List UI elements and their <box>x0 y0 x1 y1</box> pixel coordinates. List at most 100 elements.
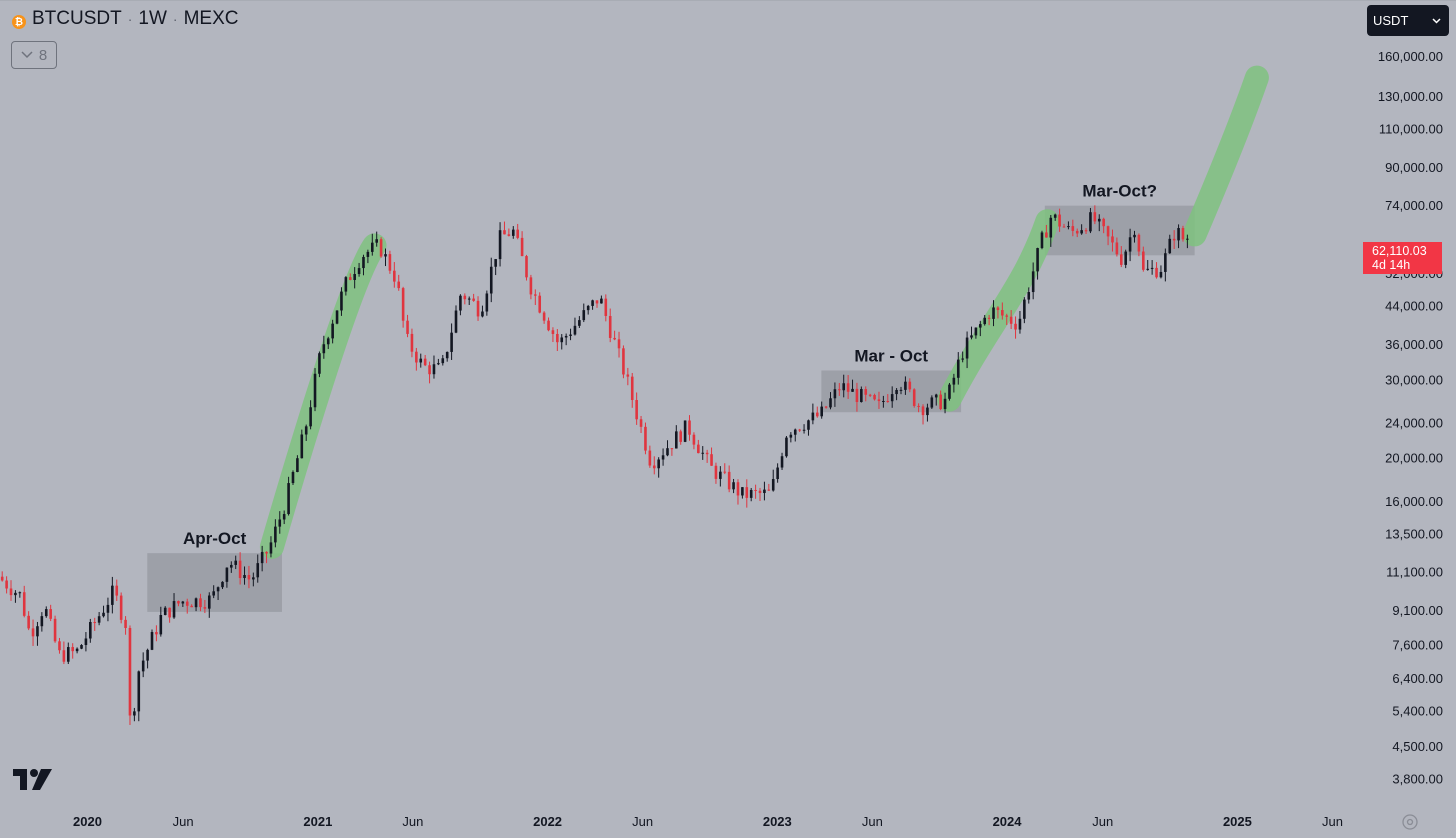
candle-down <box>697 444 700 454</box>
candle-up <box>979 324 982 328</box>
candle-up <box>291 471 295 484</box>
candle-up <box>36 626 39 637</box>
candle-up <box>926 407 929 416</box>
x-axis-label: Jun <box>862 814 883 829</box>
candle-down <box>556 333 559 343</box>
candle-down <box>203 607 207 609</box>
last-price-value: 62,110.03 <box>1372 244 1427 258</box>
candle-down <box>415 351 418 363</box>
candle-up <box>1040 232 1044 249</box>
candle-up <box>97 616 101 623</box>
candle-up <box>1036 248 1039 272</box>
candle-down <box>688 420 691 435</box>
candle-down <box>652 465 656 469</box>
candle-up <box>586 305 590 311</box>
chevron-down-icon <box>1432 17 1441 24</box>
candle-up <box>296 458 299 472</box>
candle-down <box>155 632 158 635</box>
candle-up <box>582 310 586 321</box>
candle-down <box>265 551 268 554</box>
candle-down <box>877 399 881 402</box>
candle-down <box>824 406 828 408</box>
candle-up <box>14 592 17 596</box>
candle-down <box>639 419 643 427</box>
candle-up <box>719 471 722 479</box>
candle-up <box>1027 292 1031 300</box>
separator: · <box>172 11 178 27</box>
candle-down <box>476 300 480 317</box>
symbol-header[interactable]: ₿ BTCUSDT · 1W · MEXC <box>12 8 238 30</box>
candle-down <box>22 592 26 616</box>
candle-up <box>450 332 453 352</box>
candle-down <box>529 277 533 295</box>
candle-up <box>335 310 339 324</box>
candle-down <box>1137 234 1141 252</box>
candle-up <box>40 616 44 627</box>
candle-up <box>260 551 264 564</box>
y-axis-label: 160,000.00 <box>1378 49 1443 64</box>
candle-up <box>683 420 687 442</box>
y-axis-label: 7,600.00 <box>1392 638 1443 653</box>
candle-up <box>1133 234 1136 238</box>
candle-up <box>454 310 458 333</box>
candle-up <box>1128 237 1132 252</box>
candle-up <box>1018 318 1022 330</box>
candle-up <box>243 575 246 579</box>
candle-up <box>75 648 79 652</box>
candle-down <box>630 376 634 401</box>
candle-up <box>952 377 956 385</box>
candle-down <box>644 426 647 451</box>
highlight-stroke <box>259 233 387 559</box>
tradingview-logo[interactable] <box>12 766 56 792</box>
candle-up <box>194 598 198 608</box>
candle-down <box>49 609 52 619</box>
candle-up <box>961 358 964 360</box>
candle-up <box>569 334 572 336</box>
candle-down <box>622 348 625 375</box>
candle-up <box>357 268 361 274</box>
highlight-stroke <box>1182 65 1269 247</box>
x-axis-label: Jun <box>1092 814 1113 829</box>
candle-up <box>992 307 995 319</box>
candle-up <box>1177 228 1180 241</box>
candle-up <box>674 431 678 449</box>
candle-up <box>111 585 114 605</box>
candle-up <box>89 622 92 639</box>
candle-down <box>767 489 771 491</box>
x-axis-label: 2022 <box>533 814 562 829</box>
candle-down <box>547 320 550 331</box>
candle-up <box>1067 226 1070 228</box>
candle-up <box>1186 238 1189 240</box>
candle-down <box>917 405 920 407</box>
candle-down <box>714 465 718 479</box>
candle-up <box>780 456 784 468</box>
candle-down <box>5 580 8 589</box>
indicators-collapse-button[interactable]: 8 <box>11 41 57 69</box>
candle-down <box>507 234 511 236</box>
candle-down <box>1014 323 1017 330</box>
candle-down <box>626 374 630 377</box>
candle-down <box>348 277 352 280</box>
currency-select[interactable]: USDT <box>1367 5 1449 36</box>
candle-down <box>247 575 251 580</box>
candle-up <box>842 383 846 391</box>
interval[interactable]: 1W <box>138 8 167 29</box>
candle-up <box>498 230 502 260</box>
candle-up <box>163 607 167 615</box>
settings-icon[interactable] <box>1402 814 1418 830</box>
candle-up <box>137 671 141 712</box>
candle-down <box>912 389 916 406</box>
x-axis: 2020 Jun 2021 Jun 2022 Jun 2023 Jun 2024 Jun 2025 J… <box>73 814 1343 829</box>
candle-up <box>1023 299 1026 319</box>
candle-up <box>661 455 665 460</box>
y-axis-label: 130,000.00 <box>1378 89 1443 104</box>
candle-down <box>53 618 57 642</box>
candle-up <box>943 398 947 410</box>
candle-up <box>749 489 753 498</box>
candle-up <box>234 560 238 565</box>
bar-countdown: 4d 14h <box>1372 258 1411 272</box>
y-axis-label: 24,000.00 <box>1385 415 1443 430</box>
candle-up <box>930 397 934 408</box>
candle-down <box>1045 232 1048 238</box>
